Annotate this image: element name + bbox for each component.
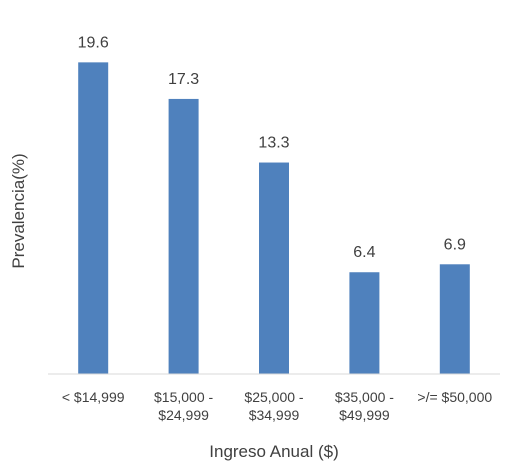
x-axis-title: Ingreso Anual ($) <box>209 442 338 461</box>
x-tick-label: $35,000 - $49,999 <box>335 389 394 423</box>
x-tick-label-line: < $14,999 <box>62 389 125 405</box>
y-axis-title: Prevalencia(%) <box>9 153 28 268</box>
x-tick-label: $25,000 - $34,999 <box>244 389 303 423</box>
x-tick-label-line: $34,999 <box>249 407 300 423</box>
x-tick-label-line: $15,000 - <box>154 389 213 405</box>
x-tick-label: < $14,999 <box>62 389 125 405</box>
bars-group: 19.6 17.3 13.3 6.4 6.9 <box>78 34 470 375</box>
x-tick-label-line: $25,000 - <box>244 389 303 405</box>
data-label: 6.4 <box>353 244 375 261</box>
data-label: 13.3 <box>258 135 289 152</box>
x-tick-label-line: $35,000 - <box>335 389 394 405</box>
bar <box>439 264 470 374</box>
bar <box>259 162 289 374</box>
x-tick-label: >/= $50,000 <box>417 389 492 405</box>
data-label: 19.6 <box>78 34 109 51</box>
data-label: 17.3 <box>168 71 199 88</box>
x-tick-label: $15,000 - $24,999 <box>154 389 213 423</box>
x-tick-label-line: >/= $50,000 <box>417 389 492 405</box>
data-label: 6.9 <box>444 236 466 253</box>
x-tick-labels: < $14,999 $15,000 - $24,999 $25,000 - $34,99… <box>62 389 493 423</box>
x-tick-label-line: $24,999 <box>158 407 209 423</box>
bar <box>168 98 199 375</box>
bar <box>349 272 380 374</box>
bar <box>78 62 109 375</box>
x-tick-label-line: $49,999 <box>339 407 390 423</box>
